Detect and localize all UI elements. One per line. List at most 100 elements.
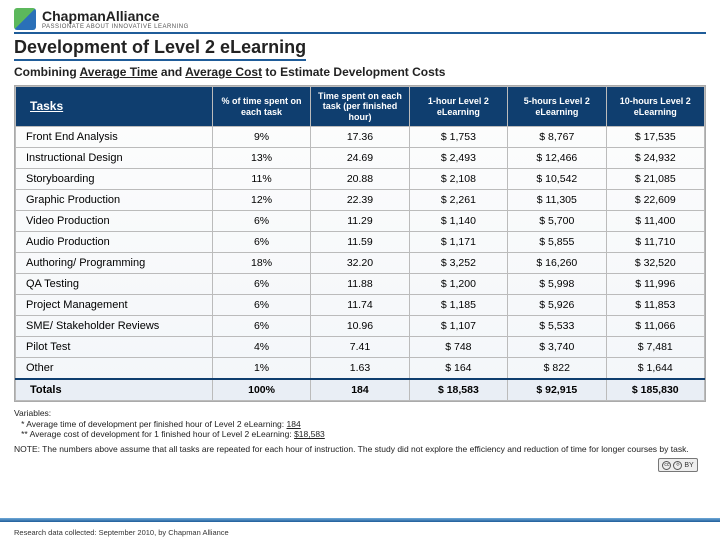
- logo-tagline: PASSIONATE ABOUT INNOVATIVE LEARNING: [42, 24, 189, 30]
- td-c10: $ 11,853: [606, 295, 704, 316]
- td-task: Other: [16, 358, 213, 380]
- td-task: Project Management: [16, 295, 213, 316]
- var2-val: $18,583: [294, 429, 325, 439]
- cc-license-badge: cc ⯑ BY: [658, 458, 698, 472]
- th-10hours: 10-hours Level 2 eLearning: [606, 87, 704, 127]
- td-c1: $ 1,107: [409, 316, 507, 337]
- th-5hours: 5-hours Level 2 eLearning: [508, 87, 606, 127]
- totals-row: Totals 100% 184 $ 18,583 $ 92,915 $ 185,…: [16, 379, 705, 401]
- logo: ChapmanAlliance PASSIONATE ABOUT INNOVAT…: [14, 8, 706, 30]
- totals-c1: $ 18,583: [409, 379, 507, 401]
- td-time: 11.29: [311, 211, 409, 232]
- totals-c10: $ 185,830: [606, 379, 704, 401]
- td-pct: 1%: [212, 358, 310, 380]
- td-c1: $ 1,200: [409, 274, 507, 295]
- td-c5: $ 3,740: [508, 337, 606, 358]
- td-c10: $ 7,481: [606, 337, 704, 358]
- td-time: 24.69: [311, 148, 409, 169]
- totals-time: 184: [311, 379, 409, 401]
- td-time: 10.96: [311, 316, 409, 337]
- subtitle-u1: Average Time: [80, 65, 158, 79]
- table-body: Front End Analysis9%17.36$ 1,753$ 8,767$…: [16, 127, 705, 380]
- subtitle-u2: Average Cost: [185, 65, 262, 79]
- td-c10: $ 11,066: [606, 316, 704, 337]
- footnotes: Variables: * Average time of development…: [14, 408, 706, 455]
- td-pct: 6%: [212, 295, 310, 316]
- note-text: NOTE: The numbers above assume that all …: [14, 444, 706, 455]
- table-row: Storyboarding11%20.88$ 2,108$ 10,542$ 21…: [16, 169, 705, 190]
- td-pct: 13%: [212, 148, 310, 169]
- subtitle-post: to Estimate Development Costs: [262, 65, 445, 79]
- td-c10: $ 22,609: [606, 190, 704, 211]
- td-c5: $ 11,305: [508, 190, 606, 211]
- td-pct: 11%: [212, 169, 310, 190]
- cc-by-icon: ⯑: [673, 461, 682, 470]
- totals-pct: 100%: [212, 379, 310, 401]
- var1-pre: * Average time of development per finish…: [21, 419, 286, 429]
- td-c1: $ 1,185: [409, 295, 507, 316]
- th-time: Time spent on each task (per finished ho…: [311, 87, 409, 127]
- td-c1: $ 2,493: [409, 148, 507, 169]
- research-credit: Research data collected: September 2010,…: [14, 528, 229, 537]
- td-c1: $ 3,252: [409, 253, 507, 274]
- td-c5: $ 5,998: [508, 274, 606, 295]
- table-row: Audio Production6%11.59$ 1,171$ 5,855$ 1…: [16, 232, 705, 253]
- td-pct: 6%: [212, 274, 310, 295]
- table-row: Pilot Test4%7.41$ 748$ 3,740$ 7,481: [16, 337, 705, 358]
- td-time: 17.36: [311, 127, 409, 148]
- td-c5: $ 16,260: [508, 253, 606, 274]
- td-time: 11.74: [311, 295, 409, 316]
- td-c1: $ 1,140: [409, 211, 507, 232]
- table-row: SME/ Stakeholder Reviews6%10.96$ 1,107$ …: [16, 316, 705, 337]
- td-task: Pilot Test: [16, 337, 213, 358]
- logo-mark-icon: [14, 8, 36, 30]
- table-row: Authoring/ Programming18%32.20$ 3,252$ 1…: [16, 253, 705, 274]
- td-pct: 6%: [212, 232, 310, 253]
- table-row: Graphic Production12%22.39$ 2,261$ 11,30…: [16, 190, 705, 211]
- td-time: 11.88: [311, 274, 409, 295]
- td-c10: $ 11,996: [606, 274, 704, 295]
- td-task: SME/ Stakeholder Reviews: [16, 316, 213, 337]
- logo-text-block: ChapmanAlliance PASSIONATE ABOUT INNOVAT…: [42, 8, 189, 30]
- totals-c5: $ 92,915: [508, 379, 606, 401]
- td-c5: $ 5,926: [508, 295, 606, 316]
- td-time: 1.63: [311, 358, 409, 380]
- td-task: Storyboarding: [16, 169, 213, 190]
- subtitle-pre: Combining: [14, 65, 80, 79]
- page-title-text: Development of Level 2 eLearning: [14, 37, 306, 61]
- td-c5: $ 822: [508, 358, 606, 380]
- td-task: Audio Production: [16, 232, 213, 253]
- td-c5: $ 10,542: [508, 169, 606, 190]
- td-c5: $ 5,533: [508, 316, 606, 337]
- td-pct: 6%: [212, 211, 310, 232]
- td-c5: $ 12,466: [508, 148, 606, 169]
- td-time: 22.39: [311, 190, 409, 211]
- td-pct: 12%: [212, 190, 310, 211]
- logo-name: ChapmanAlliance: [42, 8, 189, 24]
- subtitle: Combining Average Time and Average Cost …: [14, 65, 706, 79]
- td-c1: $ 164: [409, 358, 507, 380]
- td-task: Authoring/ Programming: [16, 253, 213, 274]
- cc-by-label: BY: [684, 462, 693, 469]
- table-header-row: Tasks % of time spent on each task Time …: [16, 87, 705, 127]
- td-c10: $ 11,400: [606, 211, 704, 232]
- table-row: Video Production6%11.29$ 1,140$ 5,700$ 1…: [16, 211, 705, 232]
- cc-icon: cc: [662, 461, 671, 470]
- td-task: Front End Analysis: [16, 127, 213, 148]
- td-pct: 18%: [212, 253, 310, 274]
- td-c1: $ 1,171: [409, 232, 507, 253]
- td-c1: $ 1,753: [409, 127, 507, 148]
- table-row: Front End Analysis9%17.36$ 1,753$ 8,767$…: [16, 127, 705, 148]
- page-title: Development of Level 2 eLearning: [14, 37, 706, 61]
- var1-val: 184: [287, 419, 301, 429]
- variable-2: ** Average cost of development for 1 fin…: [14, 429, 706, 440]
- th-1hour: 1-hour Level 2 eLearning: [409, 87, 507, 127]
- td-c10: $ 1,644: [606, 358, 704, 380]
- td-task: Graphic Production: [16, 190, 213, 211]
- slide: ChapmanAlliance PASSIONATE ABOUT INNOVAT…: [0, 0, 720, 540]
- td-c10: $ 21,085: [606, 169, 704, 190]
- td-c1: $ 2,108: [409, 169, 507, 190]
- td-pct: 9%: [212, 127, 310, 148]
- td-time: 32.20: [311, 253, 409, 274]
- td-c10: $ 32,520: [606, 253, 704, 274]
